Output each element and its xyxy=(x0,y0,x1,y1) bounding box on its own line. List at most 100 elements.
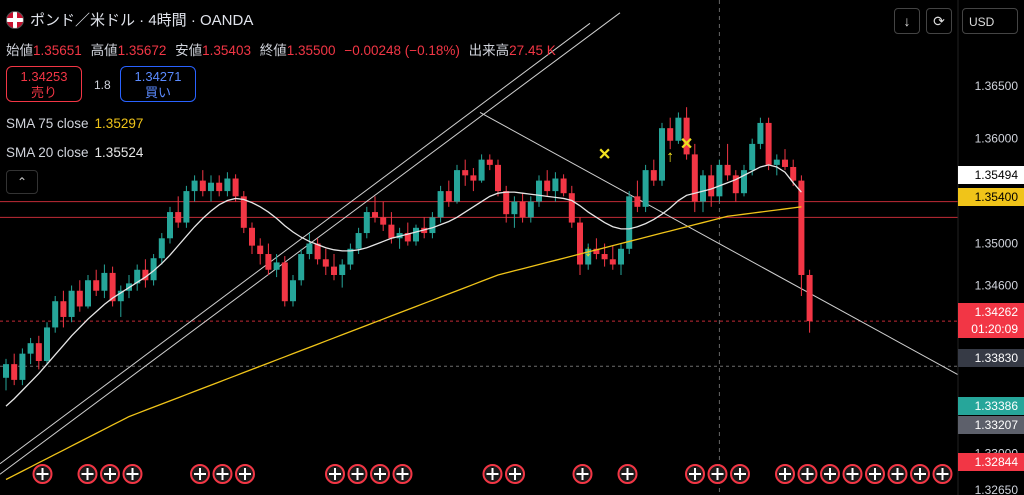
low-value: 1.35403 xyxy=(202,43,251,58)
candle-body xyxy=(724,164,731,176)
candle-body xyxy=(183,191,190,223)
trendline xyxy=(0,12,621,475)
candle-body xyxy=(150,258,157,281)
candle-body xyxy=(536,180,542,202)
y-tick-label: 1.36000 xyxy=(975,132,1019,146)
buy-label: 買い xyxy=(144,85,171,100)
candle-body xyxy=(306,243,313,255)
candle-body xyxy=(700,175,706,202)
candle-body xyxy=(44,327,50,361)
gbp-usd-flag-icon xyxy=(6,10,24,29)
candle-body xyxy=(191,180,198,192)
sma20-value: 1.35524 xyxy=(94,145,144,160)
candle-body xyxy=(372,212,378,218)
candle-body xyxy=(683,117,690,155)
candle-body xyxy=(806,275,813,322)
candle-body xyxy=(208,182,214,192)
high-value: 1.35672 xyxy=(117,43,167,58)
candle-body xyxy=(76,290,83,307)
change-value: −0.00248 (−0.18%) xyxy=(344,43,460,58)
candle-body xyxy=(601,254,608,260)
candle-body xyxy=(404,233,411,242)
candle-body xyxy=(322,259,329,267)
candle-body xyxy=(167,212,173,239)
collapse-legend-button[interactable]: ⌃ xyxy=(6,170,38,194)
candle-body xyxy=(27,343,34,354)
candle-body xyxy=(577,222,583,265)
candle-body xyxy=(462,170,469,176)
sell-button[interactable]: 1.34253 売り xyxy=(6,66,82,102)
price-label-bg xyxy=(958,453,1024,471)
price-label-bg xyxy=(958,349,1024,367)
candle-body xyxy=(544,180,551,192)
candle-body xyxy=(437,191,444,218)
candle-body xyxy=(732,175,739,194)
download-icon[interactable]: ↓ xyxy=(894,8,920,34)
candle-body xyxy=(527,201,534,218)
currency-select[interactable]: USD xyxy=(962,8,1018,34)
price-label: 1.33386 xyxy=(975,399,1019,413)
candle-body xyxy=(659,128,665,181)
y-tick-label: 1.35000 xyxy=(975,237,1019,251)
candle-body xyxy=(265,254,272,270)
candle-body xyxy=(585,248,592,265)
y-tick-label: 1.32650 xyxy=(975,483,1019,495)
buy-button[interactable]: 1.34271 買い xyxy=(120,66,196,102)
spread-value: 1.8 xyxy=(94,78,111,92)
candle-body xyxy=(109,272,116,302)
price-label: 1.34262 xyxy=(975,305,1019,319)
price-label-bg xyxy=(958,303,1024,321)
candle-body xyxy=(314,243,321,260)
refresh-icon[interactable]: ⟳ xyxy=(926,8,952,34)
candle-body xyxy=(429,217,436,234)
candle-body xyxy=(618,248,624,265)
signal-marker: ↓ xyxy=(584,243,592,260)
low-label: 安値 xyxy=(175,43,203,58)
signal-marker: ✕ xyxy=(598,147,611,164)
candle-body xyxy=(175,212,182,223)
sma20-legend[interactable]: SMA 20 close 1.35524 xyxy=(6,145,143,160)
candle-body xyxy=(257,245,264,255)
candle-body xyxy=(19,353,26,380)
candle-body xyxy=(445,191,452,202)
candle-body xyxy=(716,164,723,197)
candle-body xyxy=(503,191,510,215)
candle-body xyxy=(667,128,674,141)
candle-body xyxy=(273,262,280,270)
close-label: 終値 xyxy=(259,43,287,58)
price-label-bg xyxy=(958,188,1024,206)
trendline xyxy=(479,112,959,376)
candle-body xyxy=(634,196,641,207)
candle-body xyxy=(757,122,764,144)
candle-body xyxy=(495,164,501,192)
candle-body xyxy=(782,159,788,167)
price-label: 1.33830 xyxy=(975,351,1019,365)
candle-body xyxy=(101,272,108,291)
candle-body xyxy=(609,259,616,265)
candle-body xyxy=(331,266,337,275)
sma75-legend[interactable]: SMA 75 close 1.35297 xyxy=(6,116,143,131)
sma75-value: 1.35297 xyxy=(94,116,144,131)
price-label-bg xyxy=(958,416,1024,434)
candle-body xyxy=(773,159,780,165)
candle-body xyxy=(290,280,296,302)
candle-body xyxy=(240,196,247,228)
candle-body xyxy=(511,201,518,215)
candle-body xyxy=(593,248,600,255)
candle-body xyxy=(790,166,797,181)
close-value: 1.35500 xyxy=(286,43,336,58)
candle-body xyxy=(478,159,485,181)
candle-body xyxy=(117,290,124,302)
candle-body xyxy=(568,193,575,223)
candle-body xyxy=(142,269,149,281)
y-tick-label: 1.34600 xyxy=(975,278,1019,292)
sma20-line xyxy=(5,164,802,407)
candle-body xyxy=(470,175,477,181)
candle-body xyxy=(93,280,100,291)
candle-body xyxy=(298,254,305,281)
candle-body xyxy=(216,182,223,192)
symbol-header: ポンド／米ドル · 4時間 · OANDA xyxy=(6,9,253,30)
sma75-line xyxy=(5,206,802,481)
candle-body xyxy=(741,170,747,194)
